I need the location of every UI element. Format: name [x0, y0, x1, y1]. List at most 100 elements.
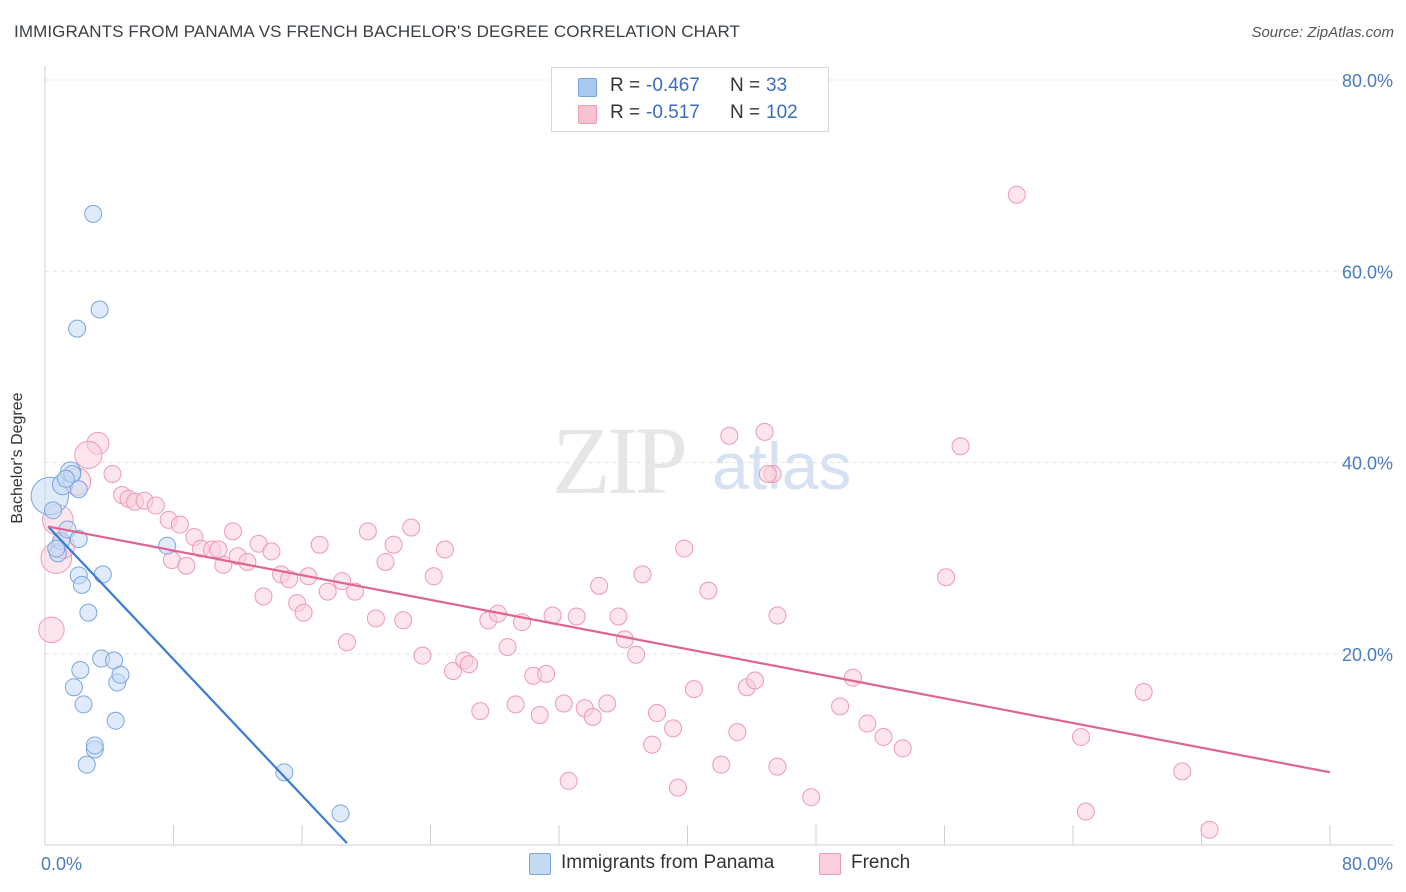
french-point — [745, 671, 764, 690]
french-point — [254, 587, 273, 606]
french-point — [554, 694, 573, 713]
panama-point — [93, 565, 112, 584]
y-tick-label: 40.0% — [1342, 454, 1393, 474]
french-point — [567, 607, 586, 626]
legend-swatch-french — [578, 105, 597, 124]
panama-point — [85, 736, 104, 755]
legend-swatch-french — [819, 853, 841, 875]
french-point — [74, 440, 103, 469]
french-point — [633, 565, 652, 584]
panama-point — [275, 763, 294, 782]
french-point — [413, 646, 432, 665]
french-point — [376, 552, 395, 571]
panama-point — [47, 539, 66, 558]
panama-point — [331, 804, 350, 823]
french-point — [1200, 820, 1219, 839]
french-point — [590, 576, 609, 595]
chart-title: IMMIGRANTS FROM PANAMA VS FRENCH BACHELO… — [14, 22, 741, 41]
x-tick-label: 80.0% — [1342, 854, 1393, 874]
y-tick-label: 80.0% — [1342, 71, 1393, 91]
french-point — [103, 464, 122, 483]
y-tick-label: 60.0% — [1342, 262, 1393, 282]
french-point — [831, 697, 850, 716]
french-point — [858, 714, 877, 733]
legend-label-french: French — [851, 852, 911, 873]
french-point — [768, 606, 787, 625]
french-point — [675, 539, 694, 558]
french-point — [394, 611, 413, 630]
series-legend: Immigrants from Panama French — [0, 851, 1406, 879]
panama-point — [56, 469, 75, 488]
panama-point — [69, 530, 88, 548]
legend-r-value: -0.467 — [646, 75, 700, 96]
panama-point — [71, 661, 90, 680]
french-point — [583, 707, 602, 726]
french-point — [664, 719, 683, 738]
panama-point — [74, 695, 93, 714]
french-point — [1007, 185, 1026, 204]
french-point — [802, 788, 821, 807]
french-point — [643, 735, 662, 754]
french-point — [346, 582, 365, 601]
french-point — [758, 464, 777, 483]
panama-point — [106, 711, 125, 730]
french-point — [146, 496, 165, 515]
french-point — [318, 582, 337, 601]
french-point — [424, 567, 443, 586]
legend-label-panama: Immigrants from Panama — [561, 852, 775, 873]
french-point — [937, 568, 956, 587]
data-points — [30, 185, 1219, 839]
french-point — [699, 581, 718, 600]
legend-row-panama: R = -0.467 N = 33 — [552, 74, 828, 100]
legend-swatch-panama — [529, 853, 551, 875]
french-point — [609, 607, 628, 626]
french-point — [209, 540, 228, 559]
panama-point — [77, 755, 96, 774]
x-tick-label: 0.0% — [41, 854, 82, 874]
french-point — [506, 695, 525, 714]
french-point — [615, 630, 634, 649]
french-point — [768, 757, 787, 776]
legend-row-french: R = -0.517 N = 102 — [552, 101, 828, 127]
panama-point — [64, 678, 83, 697]
french-point — [728, 723, 747, 742]
french-point — [720, 426, 739, 445]
french-point — [843, 668, 862, 687]
french-point — [223, 522, 242, 541]
french-point — [537, 664, 556, 683]
panama-point — [84, 204, 103, 223]
french-point — [435, 540, 454, 559]
legend-n-label: N = — [730, 102, 761, 123]
legend-swatch-panama — [578, 78, 597, 97]
french-point — [627, 645, 646, 664]
french-point — [598, 694, 617, 713]
panama-point — [111, 665, 130, 684]
french-point — [755, 422, 774, 441]
trend-lines — [47, 525, 1331, 844]
panama-point — [158, 536, 177, 555]
french-trend-line — [48, 525, 1331, 774]
panama-point — [68, 319, 87, 338]
french-point — [170, 515, 189, 534]
panama-point — [79, 603, 98, 622]
legend-r-label: R = — [610, 102, 641, 123]
legend-n-label: N = — [730, 75, 761, 96]
french-point — [951, 437, 970, 456]
french-point — [530, 705, 549, 724]
french-point — [1076, 802, 1095, 821]
french-point — [337, 633, 356, 652]
panama-point — [69, 480, 88, 499]
french-point — [384, 535, 403, 554]
panama-point — [44, 501, 63, 520]
french-point — [668, 778, 687, 797]
french-point — [498, 638, 517, 657]
french-point — [294, 603, 313, 622]
french-point — [1072, 727, 1091, 746]
legend-n-value: 102 — [766, 102, 798, 123]
panama-point — [72, 575, 91, 594]
french-point — [310, 535, 329, 554]
french-point — [712, 755, 731, 774]
legend-n-value: 33 — [766, 75, 788, 96]
french-point — [684, 680, 703, 699]
